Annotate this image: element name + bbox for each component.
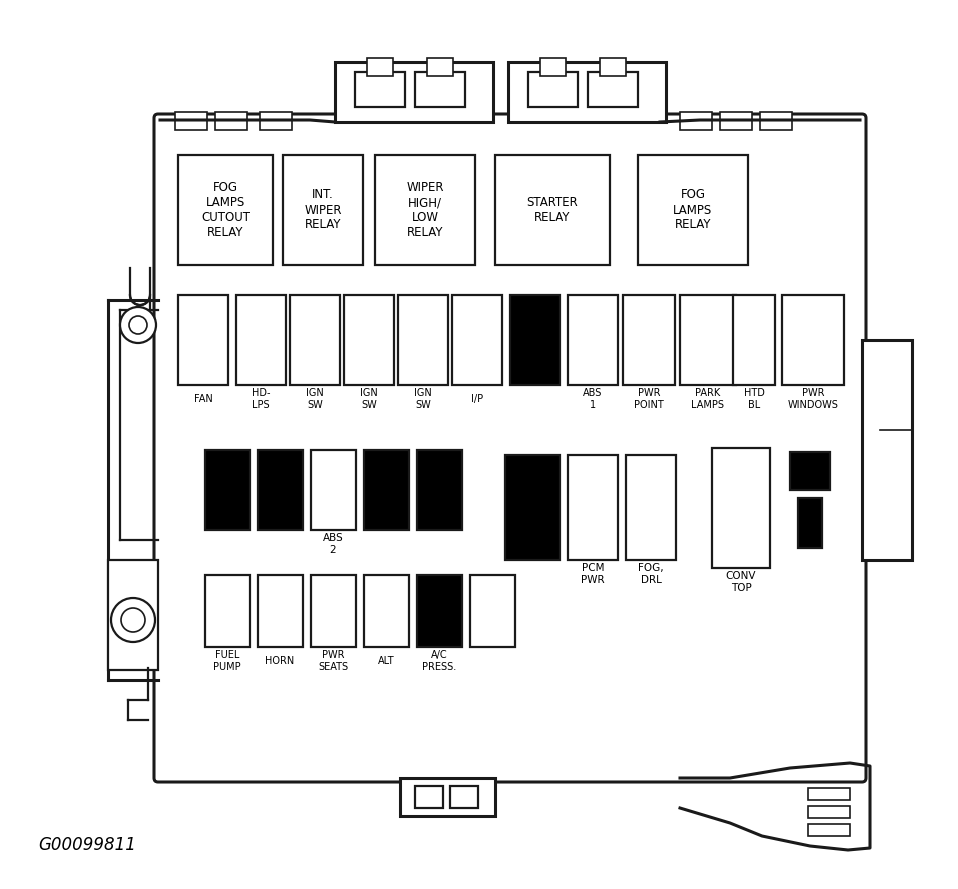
Bar <box>367 58 393 76</box>
Bar <box>470 575 515 647</box>
Bar <box>258 450 303 530</box>
Bar <box>311 575 356 647</box>
Circle shape <box>129 316 147 334</box>
Bar <box>283 155 363 265</box>
Bar <box>290 295 340 385</box>
Text: FOG,
DRL: FOG, DRL <box>638 564 664 585</box>
Bar <box>505 455 560 560</box>
Bar <box>452 295 502 385</box>
Text: HTD
BL: HTD BL <box>743 388 764 410</box>
Bar <box>808 824 850 836</box>
Text: PCM
PWR: PCM PWR <box>582 564 604 585</box>
Bar <box>680 112 712 130</box>
Bar <box>588 72 638 107</box>
Circle shape <box>111 598 155 642</box>
Bar <box>415 72 465 107</box>
Bar <box>495 155 610 265</box>
Text: HORN: HORN <box>265 656 295 666</box>
Text: WIPER
HIGH/
LOW
RELAY: WIPER HIGH/ LOW RELAY <box>406 181 444 239</box>
Bar <box>782 295 844 385</box>
Bar <box>236 295 286 385</box>
Circle shape <box>120 307 156 343</box>
Text: ALT: ALT <box>377 656 395 666</box>
Text: PARK
LAMPS: PARK LAMPS <box>692 388 724 410</box>
Bar <box>344 295 394 385</box>
Text: IGN
SW: IGN SW <box>360 388 377 410</box>
Bar <box>215 112 247 130</box>
Bar <box>364 450 409 530</box>
Bar <box>790 452 830 490</box>
Text: STARTER
RELAY: STARTER RELAY <box>527 196 579 224</box>
Bar <box>260 112 292 130</box>
Text: ABS
2: ABS 2 <box>323 533 343 555</box>
Bar <box>205 450 250 530</box>
Text: ABS
1: ABS 1 <box>583 388 603 410</box>
Bar <box>626 455 676 560</box>
Bar <box>178 295 228 385</box>
Text: HD-
LPS: HD- LPS <box>252 388 270 410</box>
Bar <box>417 450 462 530</box>
Bar <box>400 778 495 816</box>
Bar <box>311 450 356 530</box>
Bar <box>205 575 250 647</box>
Bar <box>808 788 850 800</box>
Text: CONV
TOP: CONV TOP <box>726 572 756 593</box>
Bar <box>568 455 618 560</box>
Bar <box>364 575 409 647</box>
Text: A/C
PRESS.: A/C PRESS. <box>422 650 456 672</box>
Text: INT.
WIPER
RELAY: INT. WIPER RELAY <box>305 188 342 231</box>
Bar <box>808 806 850 818</box>
Bar <box>375 155 475 265</box>
Bar <box>508 62 666 122</box>
Bar <box>720 112 752 130</box>
Text: I/P: I/P <box>471 394 483 404</box>
Text: G00099811: G00099811 <box>38 836 136 854</box>
Text: FOG
LAMPS
CUTOUT
RELAY: FOG LAMPS CUTOUT RELAY <box>201 181 250 239</box>
Text: IGN
SW: IGN SW <box>307 388 324 410</box>
Bar <box>712 448 770 568</box>
Bar <box>108 560 158 670</box>
Bar <box>450 786 478 808</box>
Circle shape <box>121 608 145 632</box>
Text: PWR
WINDOWS: PWR WINDOWS <box>787 388 838 410</box>
Text: IGN
SW: IGN SW <box>414 388 432 410</box>
Bar <box>623 295 675 385</box>
Bar <box>862 340 912 560</box>
Bar <box>760 112 792 130</box>
Bar <box>415 786 443 808</box>
Bar <box>680 295 736 385</box>
Bar <box>733 295 775 385</box>
Text: PWR
SEATS: PWR SEATS <box>318 650 348 672</box>
Bar <box>568 295 618 385</box>
Text: PWR
POINT: PWR POINT <box>634 388 664 410</box>
Bar <box>600 58 626 76</box>
Bar <box>258 575 303 647</box>
Bar <box>335 62 493 122</box>
Bar <box>355 72 405 107</box>
Bar <box>175 112 207 130</box>
Text: FAN: FAN <box>194 394 213 404</box>
Bar <box>528 72 578 107</box>
FancyBboxPatch shape <box>154 114 866 782</box>
Bar <box>540 58 566 76</box>
Bar <box>510 295 560 385</box>
Bar <box>427 58 453 76</box>
Bar <box>798 498 822 548</box>
Bar <box>398 295 448 385</box>
Bar <box>178 155 273 265</box>
Text: FOG
LAMPS
RELAY: FOG LAMPS RELAY <box>673 188 713 231</box>
Bar <box>417 575 462 647</box>
Bar <box>638 155 748 265</box>
Text: FUEL
PUMP: FUEL PUMP <box>214 650 240 672</box>
